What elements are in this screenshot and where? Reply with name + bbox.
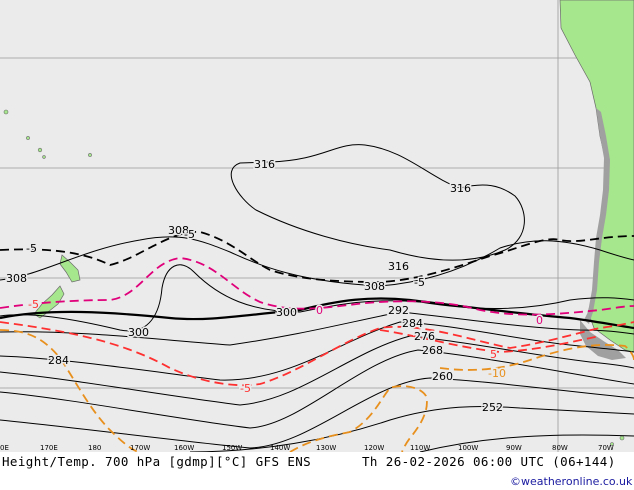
svg-text:90W: 90W: [506, 444, 522, 452]
svg-text:252: 252: [482, 401, 503, 414]
svg-text:-5: -5: [240, 382, 251, 395]
contour-276: [0, 335, 634, 406]
contour-284: [0, 321, 634, 381]
svg-text:170W: 170W: [130, 444, 150, 452]
svg-text:180: 180: [88, 444, 101, 452]
svg-text:80W: 80W: [552, 444, 568, 452]
contour-292: [0, 311, 634, 346]
isotherm-minus5-south: [0, 321, 634, 387]
svg-text:292: 292: [388, 304, 409, 317]
svg-text:316: 316: [450, 182, 471, 195]
ocean-background: [0, 0, 634, 452]
svg-text:308: 308: [6, 272, 27, 285]
svg-text:70W: 70W: [598, 444, 614, 452]
footer-background: [0, 452, 634, 490]
lat-lon-grid: [0, 0, 634, 452]
contour-244: [419, 434, 634, 453]
contour-316-closed: [230, 144, 525, 261]
svg-text:308: 308: [168, 224, 189, 237]
height-contours: [0, 144, 634, 453]
svg-text:276: 276: [414, 330, 435, 343]
svg-text:300: 300: [128, 326, 149, 339]
svg-text:100W: 100W: [458, 444, 478, 452]
longitude-ticks: 0E 170E 180 170W 160W 150W 140W 130W 120…: [0, 444, 614, 452]
svg-text:-5: -5: [414, 276, 425, 289]
svg-text:284: 284: [402, 317, 423, 330]
isotherm-minus10-east: [439, 344, 634, 371]
svg-text:-5: -5: [184, 228, 195, 241]
svg-text:308: 308: [364, 280, 385, 293]
temperature-labels: -5 -5 0 -5 0 5 -5 -5 -10: [25, 227, 545, 397]
isotherm-minus10: [0, 329, 141, 453]
svg-text:284: 284: [48, 354, 69, 367]
svg-text:130W: 130W: [316, 444, 336, 452]
svg-text:-5: -5: [26, 242, 37, 255]
svg-text:0E: 0E: [0, 444, 9, 452]
svg-text:150W: 150W: [222, 444, 242, 452]
svg-text:5: 5: [490, 348, 497, 361]
svg-text:170E: 170E: [40, 444, 58, 452]
svg-text:-10: -10: [488, 367, 506, 380]
svg-text:110W: 110W: [410, 444, 430, 452]
contour-268: [0, 349, 634, 429]
isotherm-zero: [0, 257, 634, 316]
svg-text:300: 300: [276, 306, 297, 319]
svg-text:120W: 120W: [364, 444, 384, 452]
svg-text:0: 0: [536, 314, 543, 327]
contour-300: [0, 264, 634, 332]
svg-text:160W: 160W: [174, 444, 194, 452]
isotherm-minus10-loop: [289, 385, 428, 453]
contour-252: [189, 405, 634, 453]
svg-text:260: 260: [432, 370, 453, 383]
valid-time: Th 26-02-2026 06:00 UTC (06+144): [362, 454, 616, 469]
svg-text:316: 316: [388, 260, 409, 273]
map-title: Height/Temp. 700 hPa [gdmp][°C] GFS ENS: [2, 454, 311, 469]
isotherm-minus5-east: [379, 329, 601, 353]
isotherms: [0, 231, 634, 453]
contour-bold: [0, 297, 634, 330]
svg-text:268: 268: [422, 344, 443, 357]
svg-text:-5: -5: [28, 298, 39, 311]
svg-text:316: 316: [254, 158, 275, 171]
svg-text:0: 0: [316, 304, 323, 317]
svg-text:140W: 140W: [270, 444, 290, 452]
contour-308: [0, 236, 634, 287]
isotherm-minus5-north: [0, 231, 634, 283]
credit-link[interactable]: ©weatheronline.co.uk: [510, 475, 633, 488]
pacific-islands: [3, 109, 625, 446]
contour-260: [0, 377, 634, 449]
height-labels: 316 316 316 308 308 308 300 300 292 284 …: [5, 157, 505, 416]
